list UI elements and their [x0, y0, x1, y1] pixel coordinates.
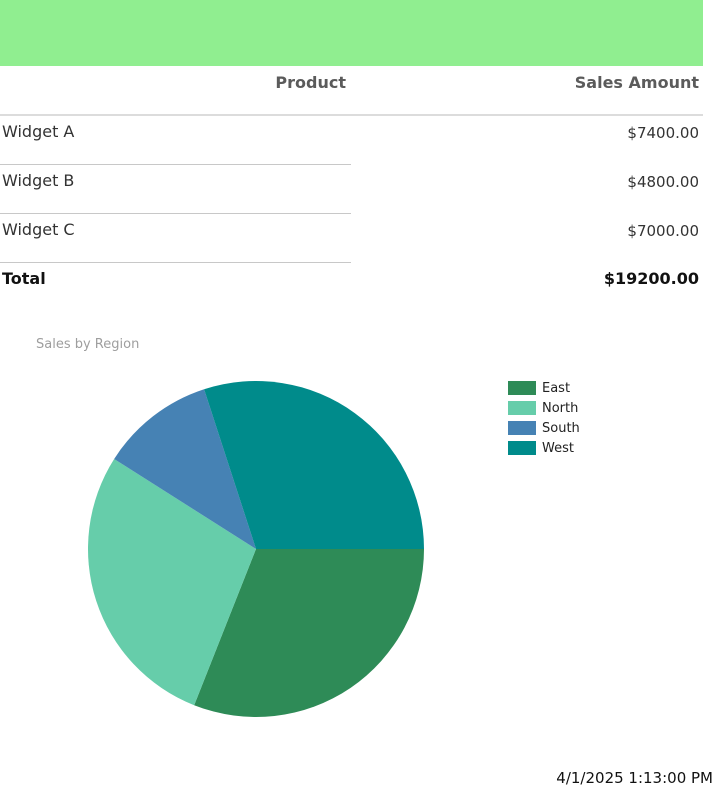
legend-swatch — [508, 401, 536, 415]
total-label: Total — [2, 269, 46, 288]
product-cell: Widget A — [2, 122, 75, 141]
legend-item-north[interactable]: North — [508, 398, 580, 418]
pie-slice-north[interactable] — [87, 458, 256, 706]
legend-item-south[interactable]: South — [508, 418, 580, 438]
row-divider — [0, 164, 351, 165]
legend-swatch — [508, 441, 536, 455]
legend-label: East — [542, 380, 571, 396]
legend-item-east[interactable]: East — [508, 378, 580, 398]
column-header-sales-amount[interactable]: Sales Amount — [574, 73, 699, 92]
pie-slices — [87, 380, 424, 717]
product-cell: Widget B — [2, 171, 75, 190]
legend-label: South — [542, 420, 580, 436]
pie-slice-south[interactable] — [114, 389, 257, 549]
pie-chart — [87, 380, 424, 717]
total-row: Total $19200.00 — [0, 263, 703, 303]
pie-slice-west[interactable] — [204, 380, 424, 549]
table-row: Widget B $4800.00 — [0, 165, 703, 214]
table-row: Widget A $7400.00 — [0, 116, 703, 165]
legend-item-west[interactable]: West — [508, 438, 580, 458]
chart-title: Sales by Region — [36, 337, 140, 352]
legend-swatch — [508, 381, 536, 395]
total-amount: $19200.00 — [603, 269, 699, 288]
amount-cell: $7400.00 — [627, 124, 699, 142]
row-divider — [0, 213, 351, 214]
report-timestamp: 4/1/2025 1:13:00 PM — [556, 769, 713, 787]
legend-label: North — [542, 400, 579, 416]
amount-cell: $4800.00 — [627, 173, 699, 191]
legend-swatch — [508, 421, 536, 435]
table-row: Widget C $7000.00 — [0, 214, 703, 263]
row-divider — [0, 262, 351, 263]
product-cell: Widget C — [2, 220, 75, 239]
header-bar — [0, 0, 703, 66]
column-header-product[interactable]: Product — [275, 73, 346, 92]
amount-cell: $7000.00 — [627, 222, 699, 240]
pie-slice-east[interactable] — [194, 549, 424, 717]
chart-legend: East North South West — [508, 378, 580, 458]
legend-label: West — [542, 440, 574, 456]
table-header-row: Product Sales Amount — [0, 66, 703, 116]
sales-table: Product Sales Amount Widget A $7400.00 W… — [0, 66, 703, 303]
